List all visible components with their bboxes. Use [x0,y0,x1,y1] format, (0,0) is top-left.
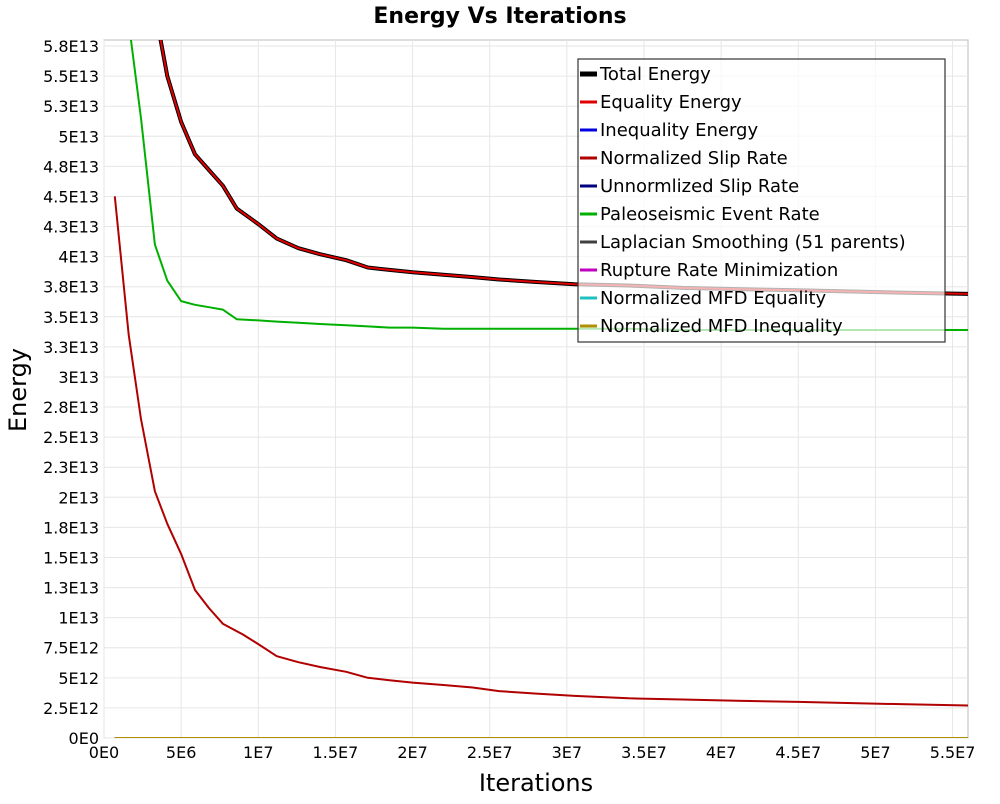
legend-entry-label: Inequality Energy [600,120,758,141]
x-tick-label: 2E7 [397,743,427,762]
y-tick-label: 1.3E13 [43,579,99,598]
y-tick-label: 5.8E13 [43,37,99,56]
y-tick-label: 4.5E13 [43,187,99,206]
x-tick-label: 1E7 [243,743,273,762]
y-tick-label: 4E13 [58,248,99,267]
x-tick-label: 3.5E7 [621,743,667,762]
y-tick-label: 5E13 [58,127,99,146]
y-tick-label: 4.3E13 [43,218,99,237]
y-tick-label: 1.5E13 [43,548,99,567]
legend-entry-label: Total Energy [599,64,711,85]
legend-entry-label: Rupture Rate Minimization [600,260,838,281]
y-tick-label: 5E12 [58,669,99,688]
x-tick-label: 4.5E7 [775,743,821,762]
series-line-normalized-slip-rate [113,196,968,707]
y-tick-label: 2.8E13 [43,398,99,417]
x-tick-label: 3E7 [552,743,582,762]
x-tick-label: 5E6 [166,743,196,762]
legend-entry-label: Normalized MFD Inequality [600,316,843,337]
x-axis-label: Iterations [479,769,593,797]
y-axis-ticks: 0E0 2.5E12 5E12 7.5E12 1E13 1.3E13 1.5E13 1.8E1… [43,37,99,748]
x-tick-label: 0E0 [89,743,119,762]
legend: Total Energy Equality Energy Inequality En… [577,58,946,343]
x-tick-label: 5.5E7 [930,743,976,762]
y-tick-label: 5.3E13 [43,97,99,116]
y-tick-label: 1E13 [58,609,99,628]
y-tick-label: 3E13 [58,368,99,387]
y-tick-label: 0E0 [69,729,99,748]
legend-entry-label: Equality Energy [600,92,742,113]
x-tick-label: 5E7 [860,743,890,762]
legend-entry-label: Laplacian Smoothing (51 parents) [600,232,906,253]
legend-entry-label: Normalized Slip Rate [600,148,788,169]
legend-entry-label: Paleoseismic Event Rate [600,204,820,225]
y-tick-label: 3.8E13 [43,278,99,297]
legend-entry-label: Unnormlized Slip Rate [600,176,799,197]
chart-title: Energy Vs Iterations [373,4,626,29]
y-tick-label: 2E13 [58,488,99,507]
y-tick-label: 5.5E13 [43,67,99,86]
y-tick-label: 4.8E13 [43,157,99,176]
x-tick-label: 2.5E7 [467,743,513,762]
y-tick-label: 3.3E13 [43,338,99,357]
y-tick-label: 2.5E13 [43,428,99,447]
legend-entry-label: Normalized MFD Equality [600,288,827,309]
y-tick-label: 2.3E13 [43,458,99,477]
y-tick-label: 2.5E12 [43,699,99,718]
x-tick-label: 4E7 [706,743,736,762]
y-tick-label: 3.5E13 [43,308,99,327]
y-tick-label: 7.5E12 [43,639,99,658]
x-tick-label: 1.5E7 [313,743,359,762]
y-tick-label: 1.8E13 [43,518,99,537]
y-axis-label: Energy [4,348,32,432]
x-axis-ticks: 0E0 5E6 1E7 1.5E7 2E7 2.5E7 3E7 3.5E7 4E7 4.5E7 5E… [89,743,976,762]
legend-box [577,58,946,343]
